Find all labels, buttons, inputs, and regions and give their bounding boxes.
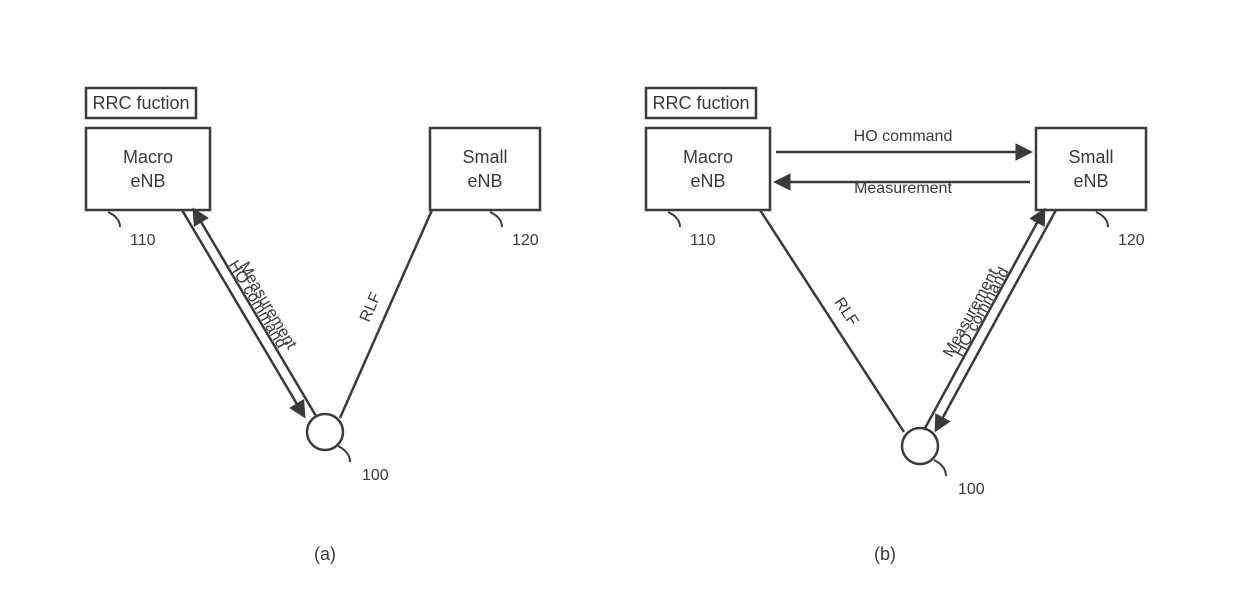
panel-b-small-enb-ref: 120 [1118,232,1145,249]
panel-a-small-enb-ref: 120 [512,232,539,249]
panel-a-caption: (a) [314,544,336,564]
panel-a-rrc-label: RRC fuction [92,93,189,113]
panel-a-small-enb-box [430,128,540,210]
panel-b-ue-ref: 100 [958,481,985,498]
panel-b-macro-enb-lead [668,212,680,227]
panel-b-macro-enb-label-1: Macro [683,147,733,167]
panel-a-macro-enb-label-2: eNB [130,171,165,191]
panel-a-macro-enb-label-1: Macro [123,147,173,167]
panel-b-ue-lead [934,460,946,476]
panel-a-small-enb-lead [490,212,502,227]
panel-b-rlf-line [760,210,904,432]
panel-a-ho_cmd-line [182,210,304,416]
panel-a-rlf-line [340,210,432,418]
panel-a-macro-enb-ref: 110 [130,232,156,249]
panel-b-small-enb-box [1036,128,1146,210]
panel-b-macro-enb-label-2: eNB [690,171,725,191]
panel-b-small-enb-label-2: eNB [1073,171,1108,191]
panel-b-macro-enb-box [646,128,770,210]
panel-b-ho_cmd_top-label: HO command [854,128,953,145]
panel-a-macro-enb-lead [108,212,120,227]
panel-b-caption: (b) [874,544,896,564]
panel-a-small-enb-label-2: eNB [467,171,502,191]
panel-a-rlf-label: RLF [357,290,385,325]
panel-b-small-enb-lead [1096,212,1108,227]
panel-a-measurement-line [194,210,316,416]
panel-b-ho_cmd_right-line [936,210,1056,430]
panel-a-ue-node [307,414,343,450]
panel-b-ue-node [902,428,938,464]
panel-a-small-enb-label-1: Small [462,147,507,167]
panel-b-rrc-label: RRC fuction [652,93,749,113]
panel-a-ue-ref: 100 [362,467,389,484]
panel-a-macro-enb-box [86,128,210,210]
panel-b-meas_top-label: Measurement [854,180,952,197]
panel-a-ue-lead [338,446,350,462]
panel-b-small-enb-label-1: Small [1068,147,1113,167]
diagram-stage: RRC fuction Macro eNB 110 Small eNB 120 100 HO c… [0,0,1240,615]
panel-b-macro-enb-ref: 110 [690,232,716,249]
